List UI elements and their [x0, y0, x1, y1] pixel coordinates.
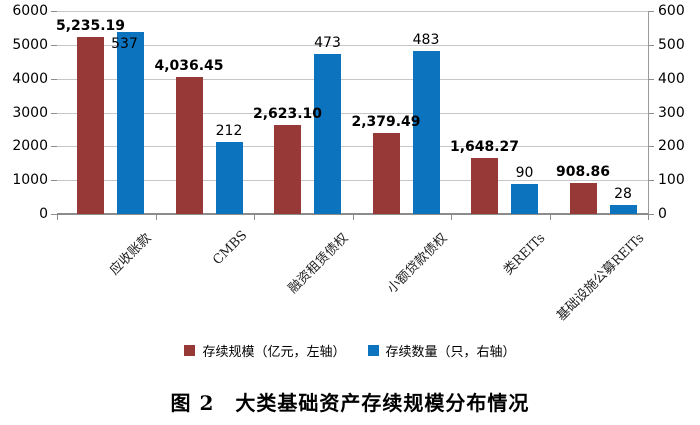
- category-label: 小额贷款债权: [384, 230, 451, 297]
- right-axis-tick-label: 500: [658, 36, 685, 53]
- category-label: 融资租赁债权: [285, 230, 352, 297]
- right-axis-tick: [648, 11, 654, 12]
- x-axis-tick: [648, 215, 649, 220]
- left-axis-tick-label: 6000: [12, 3, 48, 19]
- gridline: [57, 146, 648, 148]
- legend-swatch-icon: [184, 345, 196, 356]
- count-bar: [412, 50, 440, 214]
- x-axis-tick: [549, 215, 551, 220]
- scale-bar: [77, 36, 104, 214]
- legend-label: 存续数量（只，右轴）: [385, 345, 516, 360]
- legend-label: 存续规模（亿元，左轴）: [202, 345, 346, 360]
- count-bar: [117, 32, 144, 214]
- value-label: 5,235.19: [55, 17, 126, 34]
- left-axis-tick: [51, 214, 57, 215]
- left-axis-tick-label: 1000: [12, 172, 48, 189]
- gridline: [57, 112, 648, 114]
- value-label: 4,036.45: [154, 58, 224, 75]
- figure-caption: 图 2 大类基础资产存续规模分布情况: [170, 391, 530, 415]
- right-axis-tick: [648, 78, 654, 80]
- right-axis-tick: [648, 112, 654, 114]
- scale-bar: [372, 133, 400, 214]
- gridline: [57, 11, 648, 12]
- value-label: 2,379.49: [351, 114, 421, 131]
- scale-bar: [175, 77, 203, 214]
- chart-legend: 存续规模（亿元，左轴） 存续数量（只，右轴）: [0, 341, 700, 360]
- value-label: 28: [614, 185, 632, 202]
- count-bar: [314, 53, 341, 214]
- legend-item: 存续数量（只，右轴）: [367, 341, 516, 360]
- left-axis-tick: [51, 11, 57, 12]
- value-label: 2,623.10: [252, 106, 323, 123]
- x-axis-tick: [254, 215, 255, 220]
- left-axis-tick-label: 2000: [12, 138, 48, 155]
- legend-swatch-icon: [367, 345, 379, 356]
- right-axis-tick: [648, 146, 654, 148]
- category-label: CMBS: [210, 228, 251, 269]
- left-axis-tick-label: 3000: [12, 104, 48, 121]
- count-bar: [511, 183, 538, 214]
- count-bar: [609, 204, 637, 214]
- scale-bar: [471, 158, 498, 214]
- x-axis-tick: [57, 215, 58, 220]
- right-axis-line: [648, 11, 649, 214]
- left-axis-tick: [51, 112, 57, 114]
- value-label: 908.86: [555, 164, 611, 181]
- gridline: [57, 44, 648, 46]
- right-axis-tick-label: 0: [658, 206, 667, 222]
- gridline: [57, 78, 648, 80]
- value-label: 90: [515, 164, 534, 181]
- left-axis-tick-label: 0: [39, 206, 48, 222]
- value-label: 212: [215, 123, 243, 140]
- category-label: 应收账款: [107, 230, 155, 279]
- right-axis-tick: [648, 44, 654, 46]
- value-label: 537: [111, 36, 138, 53]
- category-label: 类REITs: [501, 230, 549, 279]
- legend-item: 存续规模（亿元，左轴）: [184, 341, 346, 360]
- left-axis-tick: [51, 180, 57, 182]
- x-axis-tick: [451, 215, 452, 220]
- count-bar: [215, 142, 243, 214]
- scale-bar: [274, 125, 301, 214]
- right-axis-tick: [648, 180, 654, 182]
- left-axis-tick-label: 4000: [12, 70, 48, 87]
- value-label: 483: [412, 31, 440, 48]
- left-axis-tick: [51, 146, 57, 148]
- category-label: 基础设施公募REITs: [553, 230, 648, 325]
- gridline: [57, 180, 648, 182]
- left-axis-tick-label: 5000: [12, 36, 48, 53]
- right-axis-tick-label: 400: [658, 70, 685, 87]
- left-axis-tick: [51, 44, 57, 46]
- value-label: 473: [314, 34, 341, 51]
- right-axis-tick: [648, 214, 654, 215]
- right-axis-tick-label: 100: [658, 172, 685, 189]
- scale-bar: [569, 183, 597, 214]
- bar-chart-plot-area: 0 1000 2000 3000 4000 5000 6000 0 100 200 300 400 50…: [12, 3, 685, 325]
- x-axis-line: [57, 213, 649, 215]
- right-axis-tick-label: 300: [658, 104, 685, 121]
- right-axis-tick-label: 600: [658, 3, 685, 19]
- left-axis-tick: [51, 78, 57, 80]
- value-label: 1,648.27: [449, 139, 520, 156]
- right-axis-tick-label: 200: [658, 138, 685, 155]
- x-axis-tick: [155, 215, 157, 220]
- x-axis-tick: [352, 215, 354, 220]
